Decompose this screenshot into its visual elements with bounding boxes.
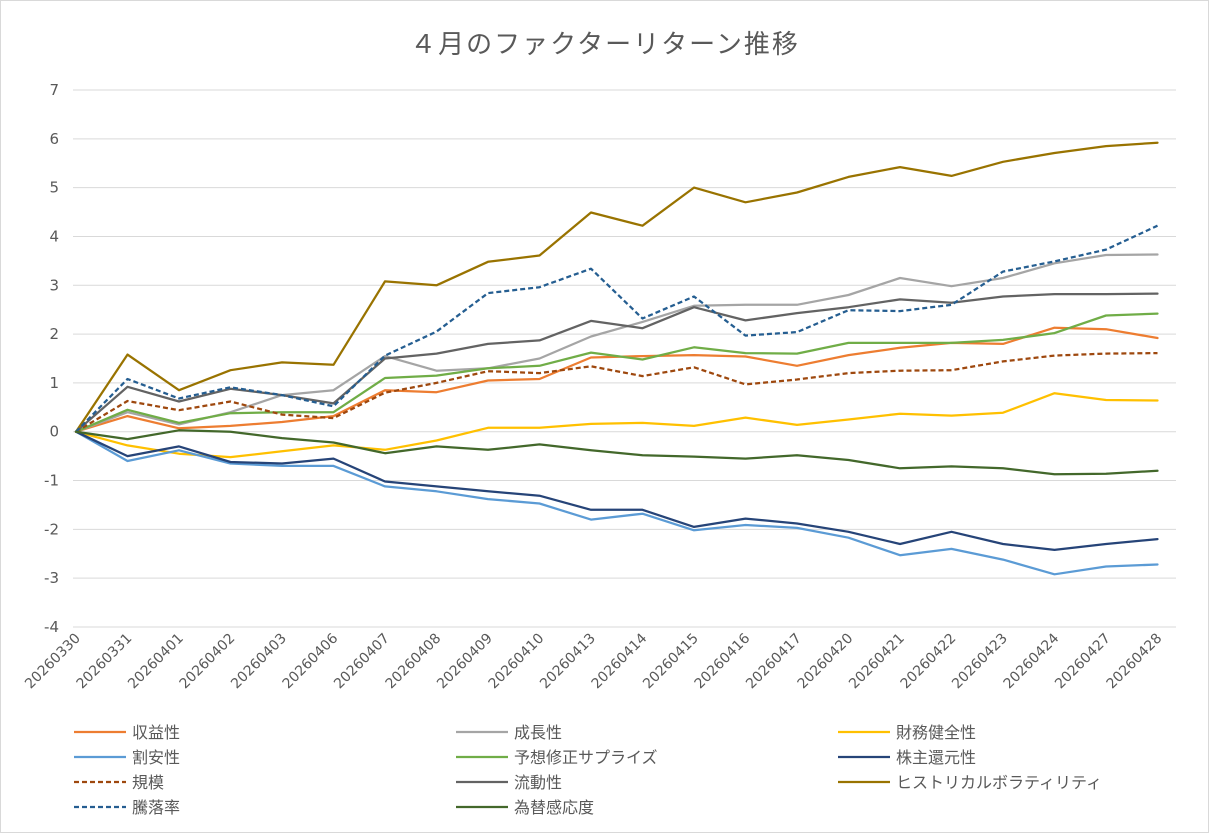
gridlines <box>73 89 1176 628</box>
series-line-0 <box>74 326 1159 433</box>
legend-item-10: 為替感応度 <box>456 798 594 817</box>
legend-label: 規模 <box>132 773 164 792</box>
series-line-10 <box>74 429 1159 476</box>
legend-label: 株主還元性 <box>896 748 976 767</box>
series-line-1 <box>74 253 1159 433</box>
y-tick-label: -2 <box>44 520 59 538</box>
chart-title: ４月のファクターリターン推移 <box>410 30 800 60</box>
series-line-2 <box>74 392 1159 459</box>
legend-label: 成長性 <box>514 723 562 742</box>
legend-item-8: ヒストリカルボラティリティ <box>838 773 1102 792</box>
legend-item-4: 予想修正サプライズ <box>456 748 658 767</box>
y-tick-label: 7 <box>49 81 59 99</box>
legend-item-2: 財務健全性 <box>838 723 976 742</box>
series-lines <box>74 141 1159 576</box>
series-line-8 <box>74 141 1159 433</box>
legend-label: 為替感応度 <box>514 798 594 817</box>
y-tick-label: 6 <box>49 130 59 148</box>
y-tick-label: 3 <box>49 276 59 294</box>
legend-label: 流動性 <box>514 773 562 792</box>
legend-item-1: 成長性 <box>456 723 562 742</box>
legend-label: ヒストリカルボラティリティ <box>896 773 1102 792</box>
y-tick-label: -3 <box>44 569 59 587</box>
series-line-3 <box>74 430 1159 576</box>
y-axis-ticks: 7 6 5 4 3 2 1 0 -1 -2 -3 -4 <box>44 81 59 636</box>
legend-item-3: 割安性 <box>74 748 180 767</box>
y-tick-label: 4 <box>49 227 59 245</box>
legend-label: 予想修正サプライズ <box>514 748 658 767</box>
legend-label: 収益性 <box>132 723 180 742</box>
y-tick-label: 2 <box>49 325 59 343</box>
y-tick-label: 5 <box>49 179 59 197</box>
y-tick-label: 0 <box>49 423 59 441</box>
series-line-6 <box>75 351 1158 433</box>
legend-item-7: 流動性 <box>456 773 562 792</box>
legend-label: 財務健全性 <box>896 723 976 742</box>
y-tick-label: 1 <box>49 374 59 392</box>
legend-item-9: 騰落率 <box>74 798 180 817</box>
y-tick-label: -4 <box>44 618 59 636</box>
legend-item-5: 株主還元性 <box>838 748 976 767</box>
x-tick-label: 20260428 <box>1104 631 1166 693</box>
legend-label: 騰落率 <box>132 798 180 817</box>
series-line-4 <box>74 312 1159 433</box>
series-line-9 <box>75 224 1158 433</box>
series-line-5 <box>74 430 1159 552</box>
legend-item-0: 収益性 <box>74 723 180 742</box>
y-tick-label: -1 <box>44 472 59 490</box>
x-axis-ticks: 2026033020260331202604012026040220260403… <box>22 630 1165 692</box>
series-line-7 <box>74 292 1159 433</box>
legend-label: 割安性 <box>132 748 180 767</box>
legend-item-6: 規模 <box>74 773 164 792</box>
